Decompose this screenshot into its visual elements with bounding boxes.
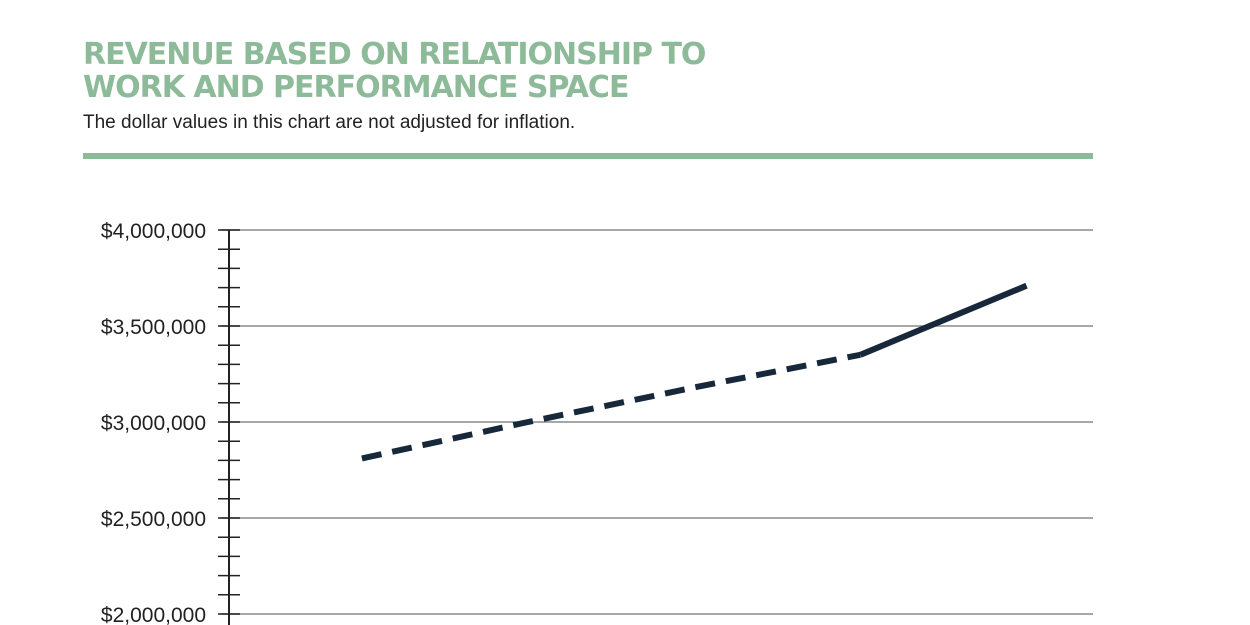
- chart-title: REVENUE BASED ON RELATIONSHIP TO WORK AN…: [83, 38, 1093, 104]
- header-divider: [83, 153, 1093, 159]
- y-tick-labels: $4,000,000 $3,500,000 $3,000,000 $2,500,000…: [101, 220, 206, 625]
- y-axis: [218, 229, 240, 625]
- y-tick-label-2: $3,000,000: [101, 412, 206, 435]
- series-line-dashed: [361, 351, 861, 462]
- y-tick-label-0: $4,000,000: [101, 220, 206, 243]
- chart-title-line-1: REVENUE BASED ON RELATIONSHIP TO: [83, 37, 706, 72]
- y-tick-label-3: $2,500,000: [101, 508, 206, 531]
- chart-title-line-2: WORK AND PERFORMANCE SPACE: [83, 70, 629, 105]
- y-tick-label-1: $3,500,000: [101, 316, 206, 339]
- y-tick-label-4: $2,000,000: [101, 604, 206, 625]
- chart-subtitle: The dollar values in this chart are not …: [83, 112, 576, 133]
- gridlines: [221, 229, 1093, 615]
- series-lines: [361, 282, 1028, 462]
- chart-header: REVENUE BASED ON RELATIONSHIP TO WORK AN…: [83, 38, 1093, 134]
- series-line-solid: [859, 282, 1028, 358]
